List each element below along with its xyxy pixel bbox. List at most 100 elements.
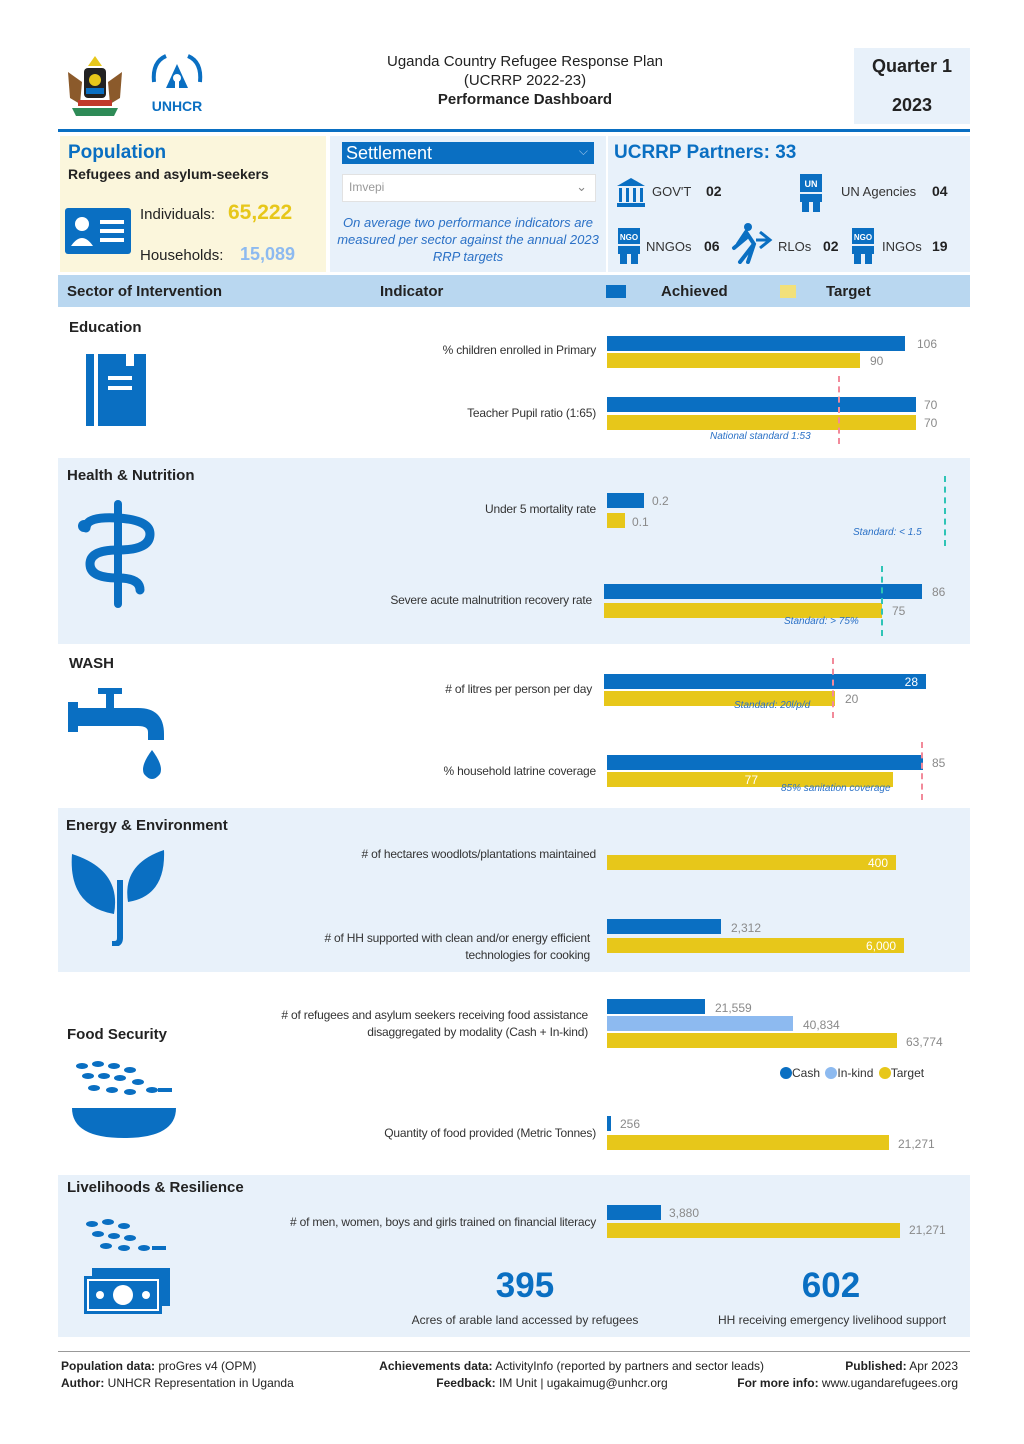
bar-target bbox=[607, 1135, 889, 1150]
bar-cash bbox=[607, 999, 705, 1014]
footer-feedback-value[interactable]: IM Unit | ugakaimug@unhcr.org bbox=[498, 1376, 668, 1390]
indicator-label: # of litres per person per day bbox=[445, 682, 592, 696]
bar-achieved bbox=[607, 397, 916, 412]
quarter-box: Quarter 1 2023 bbox=[854, 48, 970, 124]
partner-govt-value: 02 bbox=[706, 183, 722, 199]
value-label: 86 bbox=[932, 585, 946, 599]
value-inside-label: 77 bbox=[744, 773, 758, 787]
footer-ach-label: Achievements data: bbox=[379, 1359, 493, 1373]
column-header: Sector of Intervention Indicator Achieve… bbox=[58, 275, 970, 307]
bar-achieved bbox=[604, 674, 926, 689]
bar-inkind bbox=[607, 1016, 793, 1031]
standard-label: 85% sanitation coverage bbox=[781, 783, 891, 794]
indicator-label: # of men, women, boys and girls trained … bbox=[290, 1215, 596, 1229]
indicator-label: % household latrine coverage bbox=[443, 764, 596, 778]
value-label: 21,559 bbox=[715, 1001, 752, 1015]
footer-feedback-label: Feedback: bbox=[436, 1376, 496, 1390]
footer-pop-label: Population data: bbox=[61, 1359, 155, 1373]
bar-target bbox=[604, 603, 882, 618]
legend-target: Target bbox=[890, 1066, 925, 1080]
bar-target bbox=[607, 938, 904, 953]
bar-target bbox=[607, 1223, 900, 1238]
footer-pub-value: Apr 2023 bbox=[909, 1359, 958, 1373]
standard-line bbox=[881, 566, 883, 636]
id-card-icon bbox=[65, 208, 131, 254]
value-label: 21,271 bbox=[898, 1137, 935, 1151]
coat-of-arms-logo bbox=[62, 52, 128, 120]
standard-line bbox=[832, 658, 834, 718]
partners-title-label: UCRRP Partners: bbox=[614, 142, 770, 163]
footer-author-label: Author: bbox=[61, 1376, 105, 1390]
achieved-swatch bbox=[606, 285, 626, 298]
indicator-label: # of HH supported with clean and/or ener… bbox=[324, 931, 590, 962]
bar-target bbox=[604, 691, 835, 706]
chevron-down-icon: ⌵ bbox=[578, 144, 588, 158]
col-sector: Sector of Intervention bbox=[67, 283, 223, 300]
partner-rlo-value: 02 bbox=[823, 238, 839, 254]
footer-right: Published: Apr 2023 For more info: www.u… bbox=[690, 1358, 958, 1392]
bar-achieved bbox=[607, 1205, 661, 1220]
kpi-hh-label: HH receiving emergency livelihood suppor… bbox=[717, 1313, 947, 1327]
settlement-label: Settlement bbox=[346, 143, 433, 163]
sector-education: Education bbox=[69, 319, 142, 336]
title-line-1: Uganda Country Refugee Response Plan bbox=[386, 53, 663, 70]
sector-livelihoods: Livelihoods & Resilience bbox=[67, 1179, 244, 1196]
indicator-label: # of hectares woodlots/plantations maint… bbox=[361, 847, 597, 861]
target-swatch bbox=[780, 285, 796, 298]
value-label: 20 bbox=[845, 692, 859, 706]
value-inside-label: 28 bbox=[904, 675, 918, 689]
partner-govt-label: GOV'T bbox=[652, 184, 692, 199]
households-value: 15,089 bbox=[240, 244, 296, 264]
chevron-down-icon: ⌄ bbox=[576, 179, 587, 194]
footer-more-info: For more info: www.ugandarefugees.org bbox=[690, 1375, 958, 1392]
population-panel: Population Refugees and asylum-seekers I… bbox=[60, 136, 326, 272]
footer-published: Published: Apr 2023 bbox=[690, 1358, 958, 1375]
footer-info-link[interactable]: www.ugandarefugees.org bbox=[821, 1376, 958, 1390]
sector-food: Food Security bbox=[67, 1026, 168, 1043]
footer-info-label: For more info: bbox=[737, 1376, 819, 1390]
bar-target bbox=[607, 772, 893, 787]
indicator-label: Severe acute malnutrition recovery rate bbox=[390, 593, 592, 607]
settlement-dropdown-label[interactable]: Settlement ⌵ bbox=[342, 142, 594, 164]
individuals-label: Individuals: bbox=[140, 206, 216, 223]
svg-text:UN: UN bbox=[805, 179, 818, 189]
indicator-label: # of refugees and asylum seekers receivi… bbox=[281, 1008, 588, 1039]
settlement-note: On average two performance indicators ar… bbox=[337, 215, 599, 264]
ingo-person-icon: NGO bbox=[850, 228, 876, 264]
standard-line bbox=[921, 742, 923, 800]
indicator-label: Under 5 mortality rate bbox=[485, 502, 596, 516]
population-subtitle: Refugees and asylum-seekers bbox=[68, 166, 269, 182]
ngo-person-icon: NGO bbox=[616, 228, 642, 264]
value-label: 70 bbox=[924, 416, 938, 430]
bar-target bbox=[607, 1033, 897, 1048]
quarter-label: Quarter 1 bbox=[871, 56, 953, 76]
unhcr-logo-text: UNHCR bbox=[151, 98, 203, 114]
government-building-icon bbox=[616, 176, 646, 208]
partners-total: 33 bbox=[775, 142, 797, 163]
footer-population: Population data: proGres v4 (OPM) bbox=[61, 1358, 294, 1375]
value-inside-label: 6,000 bbox=[865, 939, 896, 953]
value-label: 3,880 bbox=[669, 1206, 700, 1220]
settlement-select[interactable]: Imvepi ⌄ bbox=[342, 174, 596, 202]
population-title: Population bbox=[68, 142, 167, 163]
quarter-year: 2023 bbox=[891, 95, 933, 115]
footer-feedback: Feedback: IM Unit | ugakaimug@unhcr.org bbox=[340, 1375, 764, 1392]
bar-achieved bbox=[607, 755, 923, 770]
value-label: 70 bbox=[924, 398, 938, 412]
footer-ach-value: ActivityInfo (reported by partners and s… bbox=[495, 1359, 764, 1373]
footer-achievements: Achievements data: ActivityInfo (reporte… bbox=[340, 1358, 764, 1375]
sector-energy: Energy & Environment bbox=[66, 817, 228, 834]
standard-label: Standard: < 1.5 bbox=[853, 527, 922, 538]
partner-rlo-label: RLOs bbox=[778, 239, 812, 254]
footer-pop-value: proGres v4 (OPM) bbox=[158, 1359, 257, 1373]
footer-pub-label: Published: bbox=[845, 1359, 907, 1373]
dashboard-title: Uganda Country Refugee Response Plan (UC… bbox=[330, 52, 720, 109]
value-label: 0.2 bbox=[652, 494, 669, 508]
settlement-panel: Settlement ⌵ Imvepi ⌄ On average two per… bbox=[330, 136, 606, 272]
un-person-icon: UN bbox=[798, 174, 824, 212]
footer-left: Population data: proGres v4 (OPM) Author… bbox=[61, 1358, 294, 1392]
bar-achieved bbox=[607, 919, 721, 934]
standard-label: Standard: > 75% bbox=[784, 616, 859, 627]
partner-ingo-label: INGOs bbox=[882, 239, 922, 254]
indicator-label: % children enrolled in Primary bbox=[442, 343, 597, 357]
